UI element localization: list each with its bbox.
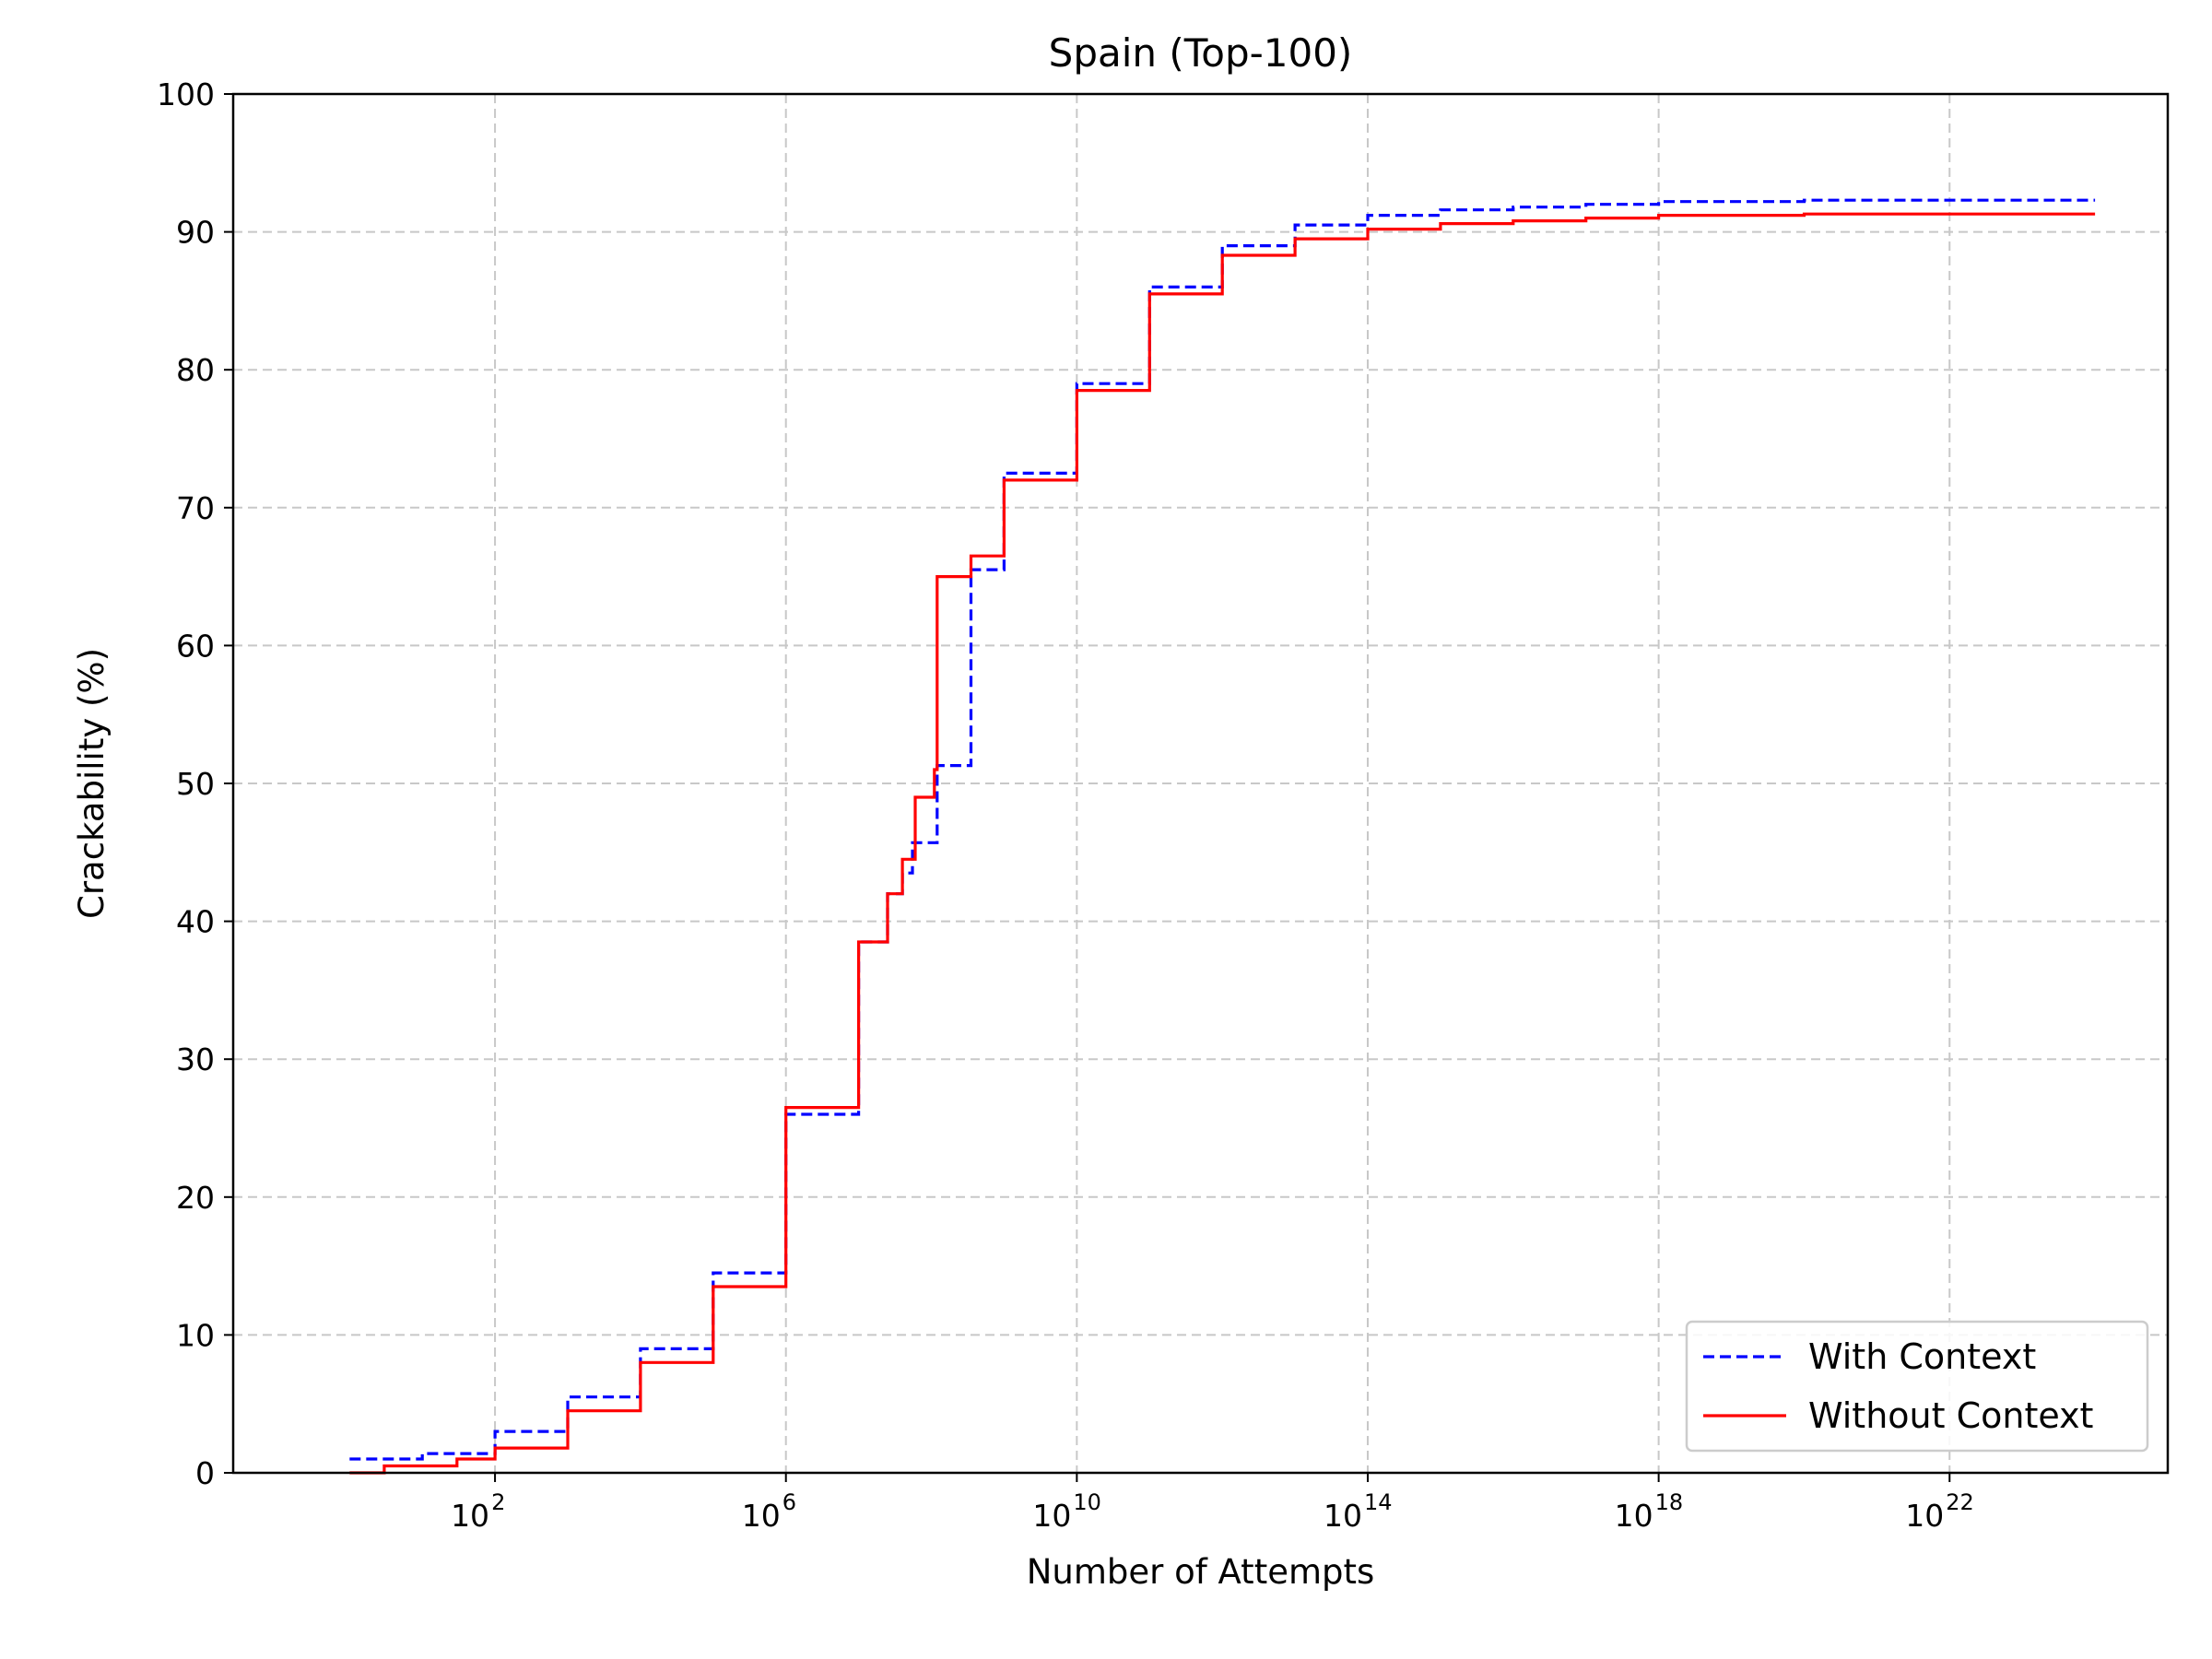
legend-label-with-context: With Context — [1808, 1336, 2036, 1377]
x-tick-base: 10 — [451, 1498, 489, 1534]
x-tick-label: 10 10 — [1032, 1489, 1101, 1534]
y-tick-label: 50 — [176, 766, 215, 802]
x-axis-title: Number of Attempts — [1027, 1552, 1375, 1592]
x-tick-exponent: 14 — [1364, 1489, 1393, 1515]
y-tick-label: 60 — [176, 628, 215, 664]
y-tick-label: 90 — [176, 215, 215, 251]
y-tick-label: 0 — [195, 1455, 215, 1491]
x-tick-label: 10 2 — [451, 1489, 505, 1534]
series-line-with-context — [349, 198, 2096, 1461]
x-tick-label: 10 18 — [1615, 1489, 1684, 1534]
x-tick-base: 10 — [1032, 1498, 1071, 1534]
x-tick-exponent: 22 — [1946, 1489, 1974, 1515]
x-tick-base: 10 — [1324, 1498, 1362, 1534]
y-axis-title: Crackability (%) — [72, 648, 112, 919]
x-tick-base: 10 — [742, 1498, 781, 1534]
chart-title: Spain (Top-100) — [1049, 30, 1353, 76]
x-tick-exponent: 2 — [491, 1489, 505, 1515]
y-tick-label: 70 — [176, 490, 215, 526]
y-tick-label: 80 — [176, 352, 215, 388]
y-tick-label: 40 — [176, 904, 215, 940]
y-tick-label: 30 — [176, 1041, 215, 1077]
x-tick-base: 10 — [1905, 1498, 1944, 1534]
x-tick-exponent: 10 — [1073, 1489, 1101, 1515]
x-tick-exponent: 18 — [1655, 1489, 1684, 1515]
series-line-without-context — [349, 212, 2096, 1475]
y-tick-label: 10 — [176, 1317, 215, 1353]
x-tick-label: 10 14 — [1324, 1489, 1393, 1534]
legend-label-without-context: Without Context — [1808, 1395, 2093, 1436]
grid-lines — [233, 94, 2168, 1473]
x-tick-label: 10 22 — [1905, 1489, 1974, 1534]
series-layer — [349, 198, 2096, 1475]
y-tick-label: 20 — [176, 1180, 215, 1216]
legend-box — [1685, 1320, 2149, 1453]
x-tick-base: 10 — [1615, 1498, 1653, 1534]
x-tick-exponent: 6 — [782, 1489, 796, 1515]
y-tick-label: 100 — [157, 76, 215, 112]
legend: With Context Without Context — [1685, 1320, 2149, 1453]
x-tick-label: 10 6 — [742, 1489, 796, 1534]
